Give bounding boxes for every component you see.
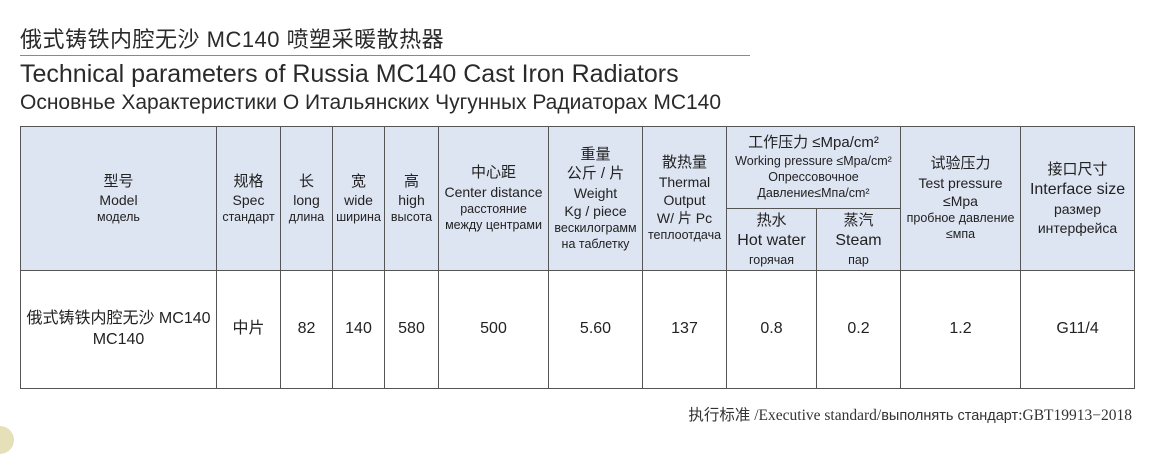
cell-steam: 0.2 [815,270,902,389]
footer-ru: выполнять стандарт [881,408,1019,424]
header-thermal-output: 散热量 Thermal Output W/ 片 Pc теплоотдача [642,126,727,271]
title-russian: Основнье Характеристики О Итальянских Чу… [20,91,722,114]
cell-wide: 140 [332,270,385,389]
header-working-pressure: 工作压力 ≤Mpa/cm² Working pressure ≤Mpa/cm² … [725,126,902,209]
parameters-table: 型号 Model модель 规格 Spec стандарт 长 long … [20,126,1136,389]
corner-decoration [0,426,14,454]
cell-test-pressure: 1.2 [900,270,1022,389]
header-high: 高 high высота [384,126,439,271]
header-spec: 规格 Spec стандарт [216,126,281,271]
header-wide: 宽 wide ширина [332,126,385,271]
cell-weight: 5.60 [548,270,643,389]
header-steam: 蒸汽 Steam пар [815,208,902,271]
header-long: 长 long длина [280,126,333,271]
cell-center-distance: 500 [438,270,549,389]
table-row: 俄式铸铁内腔无沙 MC140 MC140 中片 82 140 580 500 5… [20,270,1136,389]
header-center-distance: 中心距 Center distance расстояние между цен… [438,126,549,271]
title-english: Technical parameters of Russia MC140 Cas… [20,60,679,88]
cell-model: 俄式铸铁内腔无沙 MC140 MC140 [20,270,217,389]
footer-code: :GBT19913−2018 [1018,407,1132,424]
cell-hot-water: 0.8 [726,270,817,389]
header-model: 型号 Model модель [20,126,217,271]
title-divider [20,55,750,56]
executive-standard-note: 执行标准 /Executive standard/выполнять станд… [688,403,1132,425]
cell-spec: 中片 [216,270,281,389]
footer-en: /Executive standard/ [750,407,882,424]
cell-interface-size: G11/4 [1020,270,1136,389]
cell-long: 82 [280,270,333,389]
cell-high: 580 [384,270,439,389]
cell-thermal-output: 137 [642,270,727,389]
header-weight: 重量 公斤 / 片 Weight Kg / piece вескилограмм… [548,126,643,271]
header-hot-water: 热水 Hot water горячая [726,208,817,271]
header-test-pressure: 试验压力 Test pressure ≤Mpa пробное давление… [900,126,1022,271]
title-chinese: 俄式铸铁内腔无沙 MC140 喷塑采暖散热器 [20,27,445,52]
header-interface-size: 接口尺寸 Interface size размер интерфейса [1020,126,1136,271]
footer-cn: 执行标准 [688,407,751,424]
